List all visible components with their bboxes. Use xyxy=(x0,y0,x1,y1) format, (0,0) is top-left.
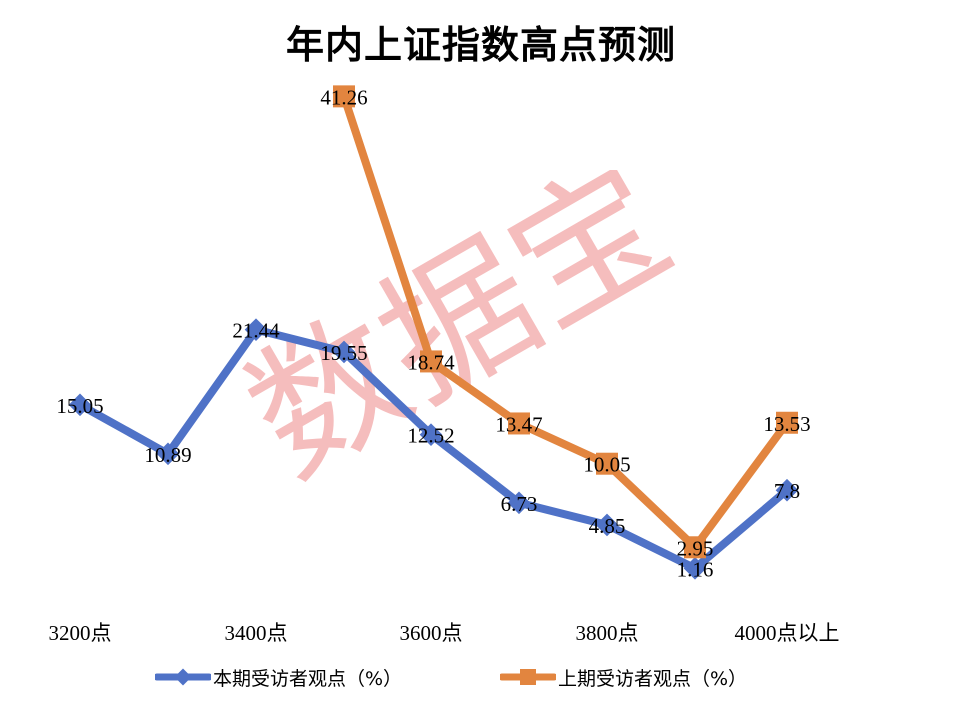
data-label: 18.74 xyxy=(407,350,455,374)
data-label: 12.52 xyxy=(407,424,454,448)
legend-item-previous[interactable]: 上期受访者观点（%） xyxy=(500,664,747,690)
data-label: 4.85 xyxy=(589,514,626,538)
data-label: 6.73 xyxy=(501,492,538,516)
diamond-marker[interactable] xyxy=(595,513,619,537)
series-line xyxy=(340,92,791,552)
chart-title: 年内上证指数高点预测 xyxy=(285,23,676,67)
data-label: 41.26 xyxy=(320,85,367,109)
category-label: 4000点以上 xyxy=(735,621,840,645)
data-label: 7.8 xyxy=(774,479,800,503)
category-label: 3200点 xyxy=(49,621,112,645)
square-marker[interactable] xyxy=(508,412,530,435)
category-label: 3800点 xyxy=(576,621,639,645)
square-marker[interactable] xyxy=(776,411,798,434)
category-label: 3600点 xyxy=(400,621,463,645)
plot-area: 15.05 10.89 21.44 19.55 12.52 6.73 4.85 1.16 7.8… xyxy=(49,85,840,645)
data-label: 15.05 xyxy=(56,394,103,418)
data-label: 19.55 xyxy=(320,341,367,365)
data-label: 1.16 xyxy=(677,557,714,581)
diamond-marker[interactable] xyxy=(507,491,531,515)
square-marker[interactable] xyxy=(596,452,618,475)
square-marker[interactable] xyxy=(420,350,442,373)
diamond-marker[interactable] xyxy=(332,340,356,364)
data-label: 13.47 xyxy=(495,412,542,436)
series-current xyxy=(68,318,799,580)
legend: 本期受访者观点（%） 上期受访者观点（%） xyxy=(0,664,962,694)
square-marker[interactable] xyxy=(684,536,706,559)
data-label: 21.44 xyxy=(232,319,280,343)
series-previous xyxy=(333,85,798,559)
data-labels: 15.05 10.89 21.44 19.55 12.52 6.73 4.85 1.16 7.8… xyxy=(56,85,810,581)
data-label: 2.95 xyxy=(677,536,714,560)
square-line-icon xyxy=(500,669,556,685)
data-label: 10.89 xyxy=(144,443,191,467)
legend-label-current: 本期受访者观点（%） xyxy=(213,667,403,690)
diamond-marker[interactable] xyxy=(775,478,799,502)
diamond-marker[interactable] xyxy=(68,393,92,417)
legend-item-current[interactable]: 本期受访者观点（%） xyxy=(155,664,402,690)
data-label: 13.53 xyxy=(763,412,810,436)
series-layer xyxy=(68,85,799,580)
category-axis: 3200点 3400点 3600点 3800点 4000点以上 xyxy=(49,621,840,645)
legend-label-previous: 上期受访者观点（%） xyxy=(558,667,748,690)
data-label: 10.05 xyxy=(583,453,630,477)
diamond-line-icon xyxy=(155,668,211,686)
category-label: 3400点 xyxy=(225,621,288,645)
square-marker[interactable] xyxy=(333,85,355,108)
diamond-marker[interactable] xyxy=(419,423,443,446)
diamond-marker[interactable] xyxy=(683,557,707,580)
